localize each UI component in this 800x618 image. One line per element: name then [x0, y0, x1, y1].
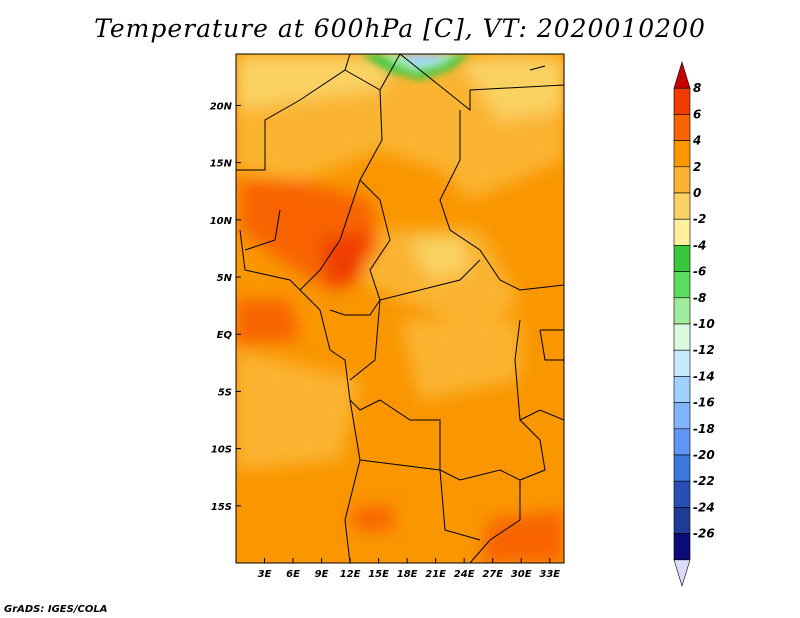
lat-tick-label: 15S	[211, 502, 232, 513]
colorbar-label: -14	[693, 369, 715, 383]
colorbar-swatch	[673, 480, 691, 508]
colorbar: 8 6 4 2 0 -2 -4 -6 -8 -10 -12 -14 -16 -18 -20 -22 -24 -26	[673, 60, 715, 588]
map-frame	[235, 53, 565, 564]
lat-tick-label: 15N	[210, 159, 233, 170]
lon-tick-label: 24E	[454, 569, 475, 580]
colorbar-swatch	[673, 533, 691, 561]
lon-tick-label: 27E	[482, 569, 503, 580]
grads-credit: GrADS: IGES/COLA	[4, 604, 108, 615]
colorbar-label: 2	[693, 160, 701, 174]
country-boundaries	[236, 54, 564, 563]
colorbar-swatch	[673, 60, 691, 89]
colorbar-label: -18	[693, 422, 715, 436]
lon-tick-label: 21E	[425, 569, 446, 580]
colorbar-label: -20	[693, 448, 715, 462]
colorbar-label: -22	[693, 474, 715, 488]
lon-tick-label: 33E	[539, 569, 560, 580]
colorbar-swatch	[673, 297, 691, 325]
colorbar-swatch	[673, 454, 691, 482]
colorbar-label: -2	[693, 212, 706, 226]
lon-tick-label: 9E	[315, 569, 329, 580]
lat-tick-label: 5N	[217, 273, 233, 284]
colorbar-label: -6	[693, 265, 706, 279]
colorbar-swatch	[673, 376, 691, 403]
lat-tick-label: 20N	[210, 101, 233, 112]
colorbar-swatch	[673, 402, 691, 430]
colorbar-label: 6	[693, 107, 701, 121]
axis-ticks: 3E 6E 9E 12E 15E 18E 21E 24E 27E 30E 33E 20N 15N 10N 5…	[210, 101, 561, 580]
colorbar-swatch	[673, 323, 691, 351]
colorbar-label: -10	[693, 317, 715, 331]
colorbar-swatch	[673, 245, 691, 272]
colorbar-swatch	[673, 87, 691, 115]
colorbar-label: -26	[693, 527, 715, 541]
colorbar-swatch	[673, 166, 691, 194]
colorbar-label: -8	[693, 291, 706, 305]
lat-tick-label: 10N	[210, 216, 233, 227]
colorbar-label: -4	[693, 238, 706, 252]
colorbar-swatch	[673, 140, 691, 168]
lat-tick-label: 5S	[218, 387, 232, 398]
colorbar-label: 4	[692, 134, 701, 148]
colorbar-swatch	[673, 192, 691, 220]
lat-tick-label: EQ	[217, 330, 233, 341]
lon-tick-label: 30E	[511, 569, 532, 580]
colorbar-swatch	[673, 428, 691, 456]
colorbar-label: -24	[693, 500, 715, 514]
lon-tick-label: 6E	[286, 569, 300, 580]
lat-tick-label: 10S	[211, 445, 232, 456]
colorbar-swatch	[673, 507, 691, 534]
temperature-field	[236, 54, 564, 563]
lon-tick-label: 3E	[258, 569, 272, 580]
colorbar-swatch	[673, 218, 691, 246]
lon-tick-label: 18E	[397, 569, 418, 580]
colorbar-swatch	[673, 114, 691, 141]
colorbar-label: 0	[693, 186, 701, 200]
chart-title: Temperature at 600hPa [C], VT: 202001020…	[94, 14, 706, 43]
colorbar-label: -12	[693, 343, 715, 357]
colorbar-swatch	[673, 559, 691, 588]
lon-tick-label: 12E	[340, 569, 361, 580]
colorbar-swatch	[673, 271, 691, 299]
lon-tick-label: 15E	[368, 569, 389, 580]
colorbar-label: 8	[693, 81, 701, 95]
colorbar-swatch	[673, 349, 691, 377]
colorbar-label: -16	[693, 396, 715, 410]
